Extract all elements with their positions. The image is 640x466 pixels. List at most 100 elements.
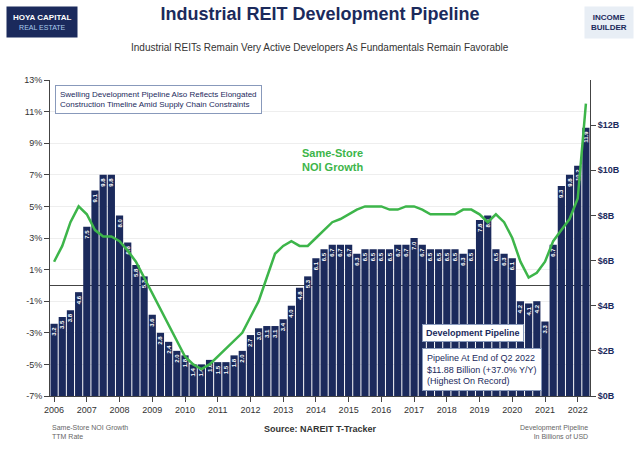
svg-text:Swelling Development Pipeline: Swelling Development Pipeline Also Refle… [60, 90, 257, 109]
svg-text:-1%: -1% [26, 296, 42, 306]
svg-text:6.5: 6.5 [362, 252, 368, 261]
svg-text:4.1: 4.1 [526, 306, 532, 315]
svg-text:2006: 2006 [44, 405, 64, 415]
svg-text:Development PipelineIn Billion: Development PipelineIn Billions of USD [520, 424, 588, 440]
svg-text:4.2: 4.2 [534, 304, 540, 313]
svg-text:13%: 13% [24, 75, 42, 85]
svg-text:1.8: 1.8 [182, 358, 188, 367]
svg-text:6.7: 6.7 [395, 248, 401, 257]
svg-text:5.8: 5.8 [133, 268, 139, 277]
svg-text:3.1: 3.1 [272, 329, 278, 338]
svg-text:4.2: 4.2 [517, 304, 523, 313]
svg-text:6.3: 6.3 [354, 257, 360, 266]
svg-text:1%: 1% [29, 265, 42, 275]
svg-text:6.5: 6.5 [468, 252, 474, 261]
svg-text:9.3: 9.3 [558, 189, 564, 198]
svg-text:6.7: 6.7 [346, 248, 352, 257]
svg-text:8.0: 8.0 [485, 218, 491, 227]
svg-text:2022: 2022 [568, 405, 588, 415]
svg-text:6.7: 6.7 [329, 248, 335, 257]
svg-text:-3%: -3% [26, 328, 42, 338]
svg-text:7.5: 7.5 [84, 230, 90, 239]
svg-text:-7%: -7% [26, 391, 42, 401]
svg-text:5.3: 5.3 [305, 279, 311, 288]
svg-text:$0B: $0B [598, 391, 615, 401]
svg-text:HOYA CAPITALREAL ESTATE: HOYA CAPITALREAL ESTATE [13, 13, 71, 31]
svg-text:6.5: 6.5 [427, 252, 433, 261]
svg-text:3.1: 3.1 [264, 329, 270, 338]
svg-text:11%: 11% [25, 107, 42, 117]
svg-text:1.5: 1.5 [215, 365, 221, 374]
svg-text:Source: NAREIT T-Tracker: Source: NAREIT T-Tracker [264, 424, 377, 434]
svg-text:2011: 2011 [208, 405, 227, 415]
svg-text:3.0: 3.0 [256, 331, 262, 340]
svg-text:3.5: 3.5 [59, 320, 65, 329]
svg-text:1.4: 1.4 [198, 367, 204, 376]
svg-text:2.8: 2.8 [157, 336, 163, 345]
svg-text:6.5: 6.5 [370, 252, 376, 261]
svg-text:2015: 2015 [339, 405, 359, 415]
svg-text:$12B: $12B [598, 120, 620, 130]
svg-text:9.8: 9.8 [567, 178, 573, 187]
svg-text:INCOMEBUILDER: INCOMEBUILDER [591, 13, 627, 32]
svg-text:6.5: 6.5 [387, 252, 393, 261]
svg-text:$4B: $4B [598, 301, 615, 311]
svg-text:9%: 9% [29, 138, 42, 148]
svg-text:Development Pipeline: Development Pipeline [426, 328, 520, 338]
svg-text:3.2: 3.2 [51, 327, 57, 336]
svg-text:4.0: 4.0 [288, 309, 294, 318]
svg-text:2.0: 2.0 [239, 354, 245, 363]
svg-text:3.4: 3.4 [280, 322, 286, 331]
svg-text:$10B: $10B [598, 165, 620, 175]
svg-text:Industrial REIT Development Pi: Industrial REIT Development Pipeline [160, 4, 479, 24]
svg-text:9.8: 9.8 [100, 178, 106, 187]
svg-text:5.3: 5.3 [141, 279, 147, 288]
svg-text:6.8: 6.8 [125, 246, 131, 255]
svg-text:6.7: 6.7 [550, 248, 556, 257]
svg-text:6.1: 6.1 [509, 261, 515, 270]
svg-text:1.8: 1.8 [231, 358, 237, 367]
svg-text:2.7: 2.7 [247, 338, 253, 347]
svg-text:5%: 5% [29, 202, 42, 212]
svg-text:6.5: 6.5 [436, 252, 442, 261]
svg-text:$6B: $6B [598, 256, 615, 266]
svg-text:4.8: 4.8 [297, 291, 303, 300]
svg-text:2008: 2008 [110, 405, 130, 415]
svg-text:2009: 2009 [142, 405, 162, 415]
svg-text:2018: 2018 [437, 405, 457, 415]
svg-text:2.4: 2.4 [166, 345, 172, 354]
svg-text:6.1: 6.1 [313, 261, 319, 270]
svg-text:2014: 2014 [306, 405, 326, 415]
svg-text:6.5: 6.5 [493, 252, 499, 261]
svg-text:9.1: 9.1 [92, 194, 98, 203]
svg-text:10.2: 10.2 [575, 169, 581, 181]
svg-text:6.7: 6.7 [403, 248, 409, 257]
svg-text:2017: 2017 [404, 405, 424, 415]
svg-text:2010: 2010 [175, 405, 195, 415]
svg-text:2021: 2021 [535, 405, 555, 415]
svg-text:1.5: 1.5 [223, 365, 229, 374]
svg-text:3.6: 3.6 [149, 318, 155, 327]
svg-text:4.6: 4.6 [76, 295, 82, 304]
svg-text:3.3: 3.3 [542, 325, 548, 334]
svg-text:Industrial REITs Remain Very A: Industrial REITs Remain Very Active Deve… [131, 42, 509, 53]
svg-text:2020: 2020 [502, 405, 522, 415]
svg-text:2019: 2019 [470, 405, 490, 415]
svg-text:9.8: 9.8 [108, 178, 114, 187]
svg-text:6.5: 6.5 [444, 252, 450, 261]
svg-text:2012: 2012 [240, 405, 260, 415]
svg-text:6.7: 6.7 [419, 248, 425, 257]
svg-text:Pipeline At End of Q2 2022$11.: Pipeline At End of Q2 2022$11.88 Billion… [427, 353, 537, 386]
svg-text:1.4: 1.4 [190, 367, 196, 376]
svg-text:6.5: 6.5 [452, 252, 458, 261]
svg-text:2016: 2016 [371, 405, 391, 415]
svg-text:2.0: 2.0 [174, 354, 180, 363]
svg-text:Same-StoreNOI Growth: Same-StoreNOI Growth [302, 147, 363, 173]
svg-text:$2B: $2B [598, 346, 615, 356]
svg-text:6.5: 6.5 [321, 252, 327, 261]
svg-text:Same-Store NOI GrowthTTM Rate: Same-Store NOI GrowthTTM Rate [52, 424, 128, 440]
svg-text:7.8: 7.8 [477, 223, 483, 232]
svg-text:2007: 2007 [77, 405, 97, 415]
svg-text:11.9: 11.9 [583, 131, 589, 143]
svg-text:6.7: 6.7 [337, 248, 343, 257]
